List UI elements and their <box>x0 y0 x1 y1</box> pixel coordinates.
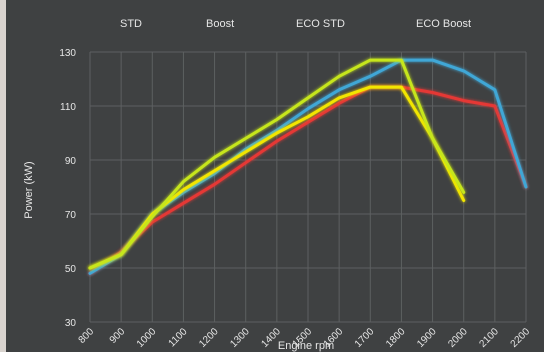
x-tick-label: 2200 <box>509 326 533 350</box>
chart-panel: 30 50 70 90 110 130 800 900 1000 1100 1200 1300 140… <box>6 0 544 352</box>
x-tick-label: 900 <box>108 326 128 346</box>
x-axis-label: Engine rpm <box>278 340 334 352</box>
x-tick-label: 800 <box>77 326 97 346</box>
x-tick-label: 2000 <box>446 326 470 350</box>
y-tick-label: 90 <box>65 156 77 167</box>
x-tick-label: 1200 <box>197 326 221 350</box>
y-tick-label: 30 <box>65 318 77 329</box>
series-line-eco-std <box>88 85 466 270</box>
x-tick-label: 1300 <box>228 326 252 350</box>
x-tick-label: 1100 <box>167 326 190 349</box>
x-tick-label: 1700 <box>353 326 377 350</box>
x-tick-label: 1000 <box>135 326 159 350</box>
series-line-eco-boost <box>88 58 466 270</box>
series-lines <box>88 58 528 275</box>
legend: STD Boost ECO STD ECO Boost <box>88 18 471 30</box>
legend-label: ECO STD <box>296 18 345 30</box>
legend-label: Boost <box>206 18 234 30</box>
y-tick-labels: 30 50 70 90 110 130 <box>59 48 76 329</box>
x-tick-label: 2100 <box>477 326 501 350</box>
legend-label: STD <box>120 18 142 30</box>
y-tick-label: 110 <box>60 102 76 113</box>
y-axis-label: Power (kW) <box>23 161 35 218</box>
y-tick-label: 50 <box>65 264 77 275</box>
x-tick-label: 1800 <box>384 326 408 350</box>
grid <box>89 51 527 323</box>
legend-label: ECO Boost <box>416 18 471 30</box>
series-line-std <box>88 85 528 275</box>
y-tick-label: 130 <box>59 48 76 59</box>
y-tick-label: 70 <box>65 210 77 221</box>
x-tick-label: 1900 <box>415 326 439 350</box>
